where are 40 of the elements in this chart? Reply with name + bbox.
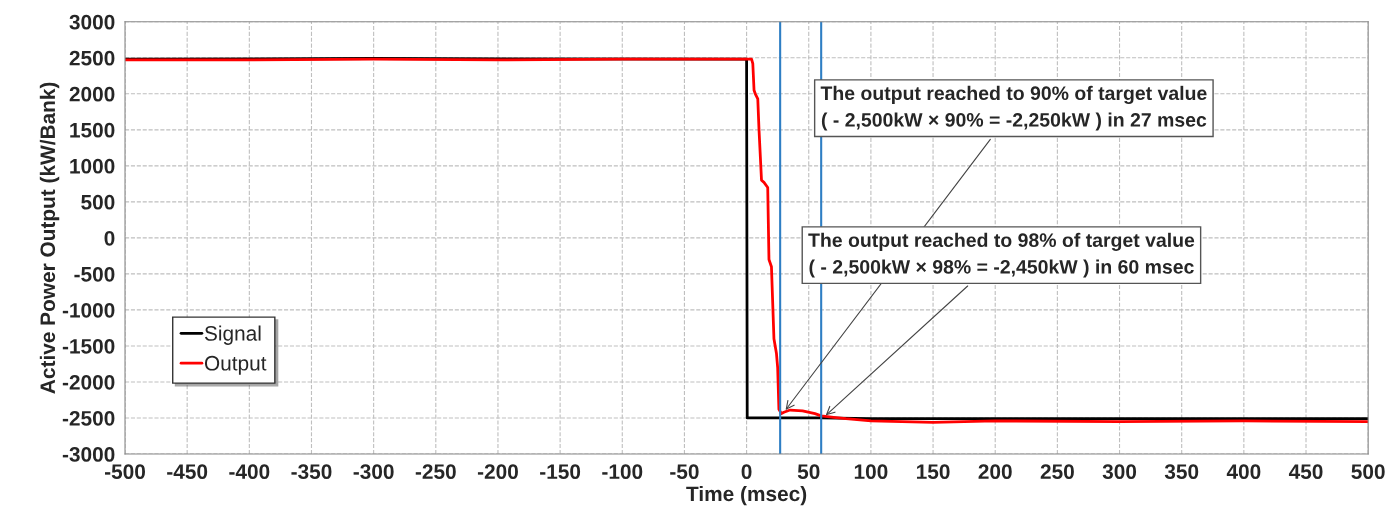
- y-tick-label: 0: [104, 230, 115, 246]
- x-tick-label: 50: [797, 464, 820, 480]
- y-tick-label: -500: [74, 266, 115, 282]
- x-tick-label: -450: [167, 464, 208, 480]
- x-tick-label: 450: [1288, 464, 1323, 480]
- x-tick-label: 100: [854, 464, 888, 480]
- x-tick-label: -500: [104, 464, 146, 480]
- x-tick-label: 200: [978, 464, 1012, 480]
- x-tick-label: 250: [1040, 464, 1074, 480]
- x-tick-label: -100: [602, 464, 643, 480]
- x-tick-label: 300: [1102, 464, 1137, 480]
- annotation: The output reached to 90% of target value ( - 2,500kW × 90% = -2,250kW ) in 27 msec: [820, 85, 1207, 131]
- legend-label: Output: [204, 355, 267, 375]
- x-tick-label: 500: [1351, 464, 1385, 480]
- x-tick-label: -400: [229, 464, 270, 480]
- y-tick-label: 3000: [69, 14, 115, 30]
- x-tick-label: 150: [916, 464, 950, 480]
- x-tick-label: -250: [415, 464, 456, 480]
- y-tick-label: -2000: [62, 374, 115, 390]
- y-tick-label: 2500: [69, 50, 115, 66]
- y-tick-label: -1500: [62, 338, 115, 354]
- x-axis-title: Time (msec): [686, 485, 807, 506]
- x-tick-label: -300: [353, 464, 394, 480]
- x-tick-label: 350: [1164, 464, 1199, 480]
- x-tick-label: 400: [1226, 464, 1261, 480]
- x-tick-label: -350: [291, 464, 332, 480]
- y-tick-label: 2000: [69, 86, 115, 102]
- y-tick-label: -2500: [62, 410, 115, 426]
- y-axis-title: Active Power Output (kW/Bank): [39, 82, 60, 394]
- annotation: The output reached to 98% of target value ( - 2,500kW × 98% = -2,450kW ) in 60 msec: [808, 232, 1195, 278]
- x-tick-label: -150: [540, 464, 581, 480]
- y-tick-label: -3000: [62, 447, 115, 462]
- y-tick-label: 500: [81, 194, 115, 210]
- y-tick-label: -1000: [62, 302, 115, 318]
- x-tick-label: -200: [477, 464, 518, 480]
- x-tick-label: -50: [670, 464, 699, 480]
- y-tick-label: 1000: [70, 158, 115, 174]
- legend-label: Signal: [204, 325, 261, 345]
- y-tick-label: 1500: [70, 122, 115, 138]
- x-tick-label: 0: [741, 464, 752, 480]
